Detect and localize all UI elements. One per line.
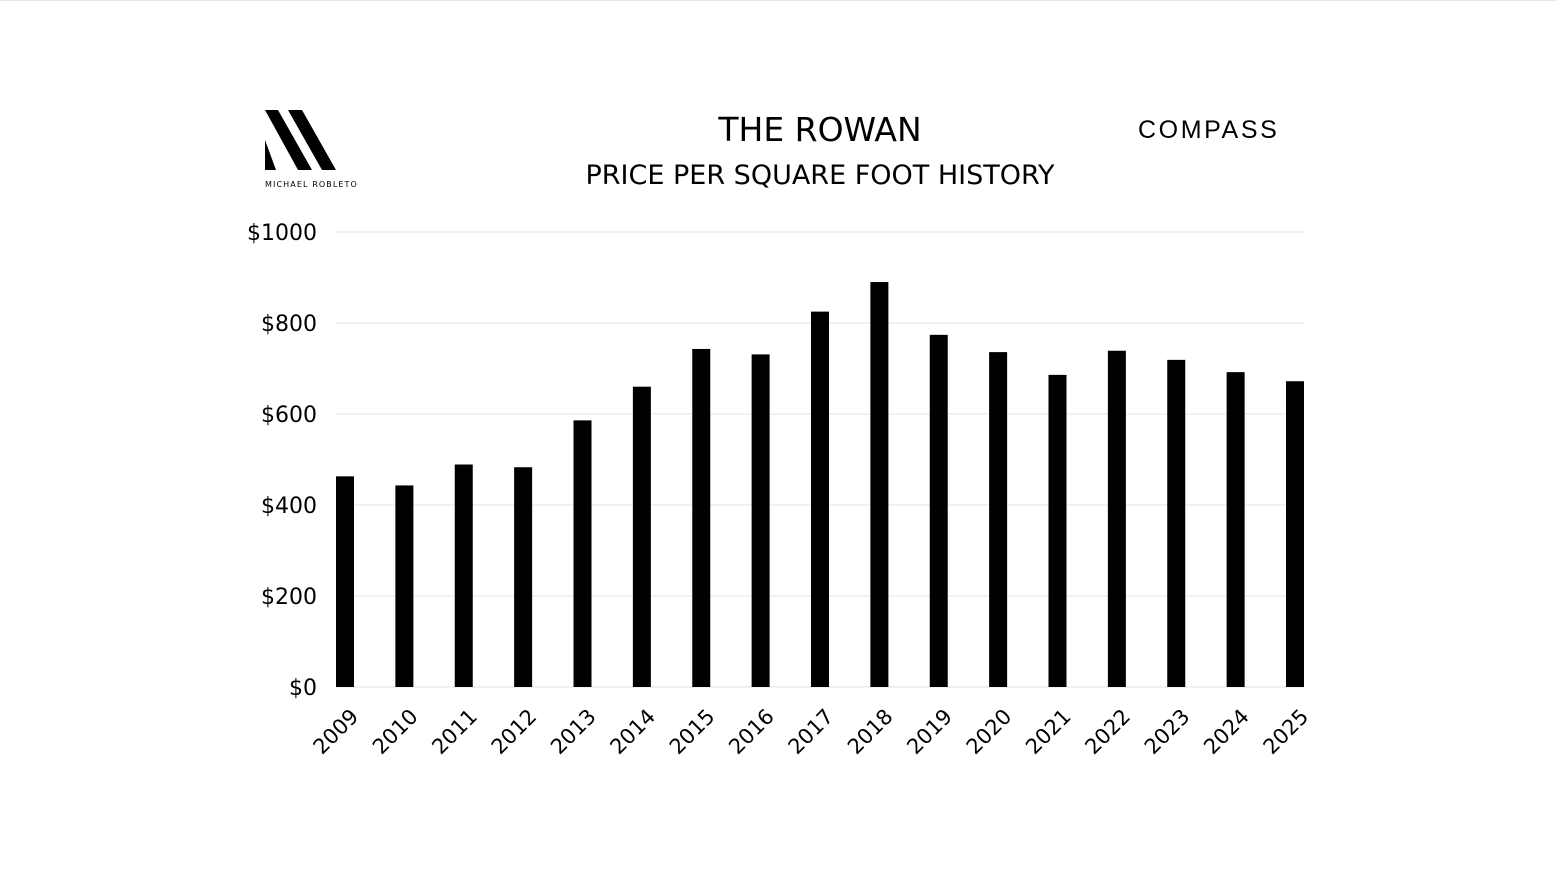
- x-tick-label: 2022: [1080, 704, 1135, 759]
- y-tick-label: $200: [261, 585, 317, 610]
- bar-2012: [514, 467, 533, 687]
- bar-2011: [454, 464, 473, 687]
- x-tick-label: 2024: [1199, 704, 1254, 759]
- x-tick-label: 2025: [1259, 704, 1314, 759]
- bar-2021: [1048, 374, 1067, 687]
- bar-2020: [989, 352, 1008, 687]
- bar-2023: [1167, 359, 1186, 687]
- x-tick-label: 2015: [665, 704, 720, 759]
- bar-2018: [870, 282, 889, 687]
- x-tick-label: 2018: [843, 704, 898, 759]
- bars: [336, 282, 1304, 687]
- bar-2025: [1286, 381, 1304, 687]
- bar-2024: [1226, 372, 1245, 687]
- x-tick-label: 2010: [368, 704, 423, 759]
- bar-2013: [573, 420, 592, 687]
- mr-monogram-logo: [262, 106, 382, 190]
- x-tick-label: 2012: [487, 704, 542, 759]
- y-tick-label: $800: [261, 312, 317, 337]
- top-divider: [0, 0, 1557, 1]
- x-tick-label: 2021: [1021, 704, 1076, 759]
- x-tick-label: 2014: [605, 704, 660, 759]
- x-tick-label: 2017: [784, 704, 839, 759]
- y-tick-label: $0: [289, 676, 317, 701]
- x-tick-label: 2009: [309, 704, 364, 759]
- y-tick-label: $600: [261, 403, 317, 428]
- x-axis-labels: 2009 2010 2011 2012 2013 2014 2015 2016 2017 2018…: [309, 704, 1314, 759]
- compass-logo: COMPASS: [1138, 116, 1280, 144]
- bar-2019: [929, 334, 948, 687]
- x-tick-label: 2013: [546, 704, 601, 759]
- y-axis-labels: $0 $200 $400 $600 $800 $1000: [247, 221, 317, 701]
- y-tick-label: $400: [261, 494, 317, 519]
- bar-2010: [395, 485, 414, 687]
- bar-2015: [692, 348, 711, 687]
- chart-title: THE ROWAN: [718, 110, 922, 149]
- bar-2009: [336, 476, 354, 687]
- x-tick-label: 2020: [962, 704, 1017, 759]
- x-tick-label: 2016: [724, 704, 779, 759]
- y-tick-label: $1000: [247, 221, 317, 246]
- x-tick-label: 2023: [1140, 704, 1195, 759]
- bar-2016: [751, 354, 770, 687]
- logo-caption: MICHAEL ROBLETO: [265, 180, 358, 189]
- x-tick-label: 2019: [902, 704, 957, 759]
- bar-2017: [811, 311, 829, 687]
- bar-2014: [632, 386, 651, 687]
- chart-subtitle: PRICE PER SQUARE FOOT HISTORY: [585, 160, 1055, 191]
- bar-2022: [1107, 350, 1126, 687]
- x-tick-label: 2011: [427, 704, 482, 759]
